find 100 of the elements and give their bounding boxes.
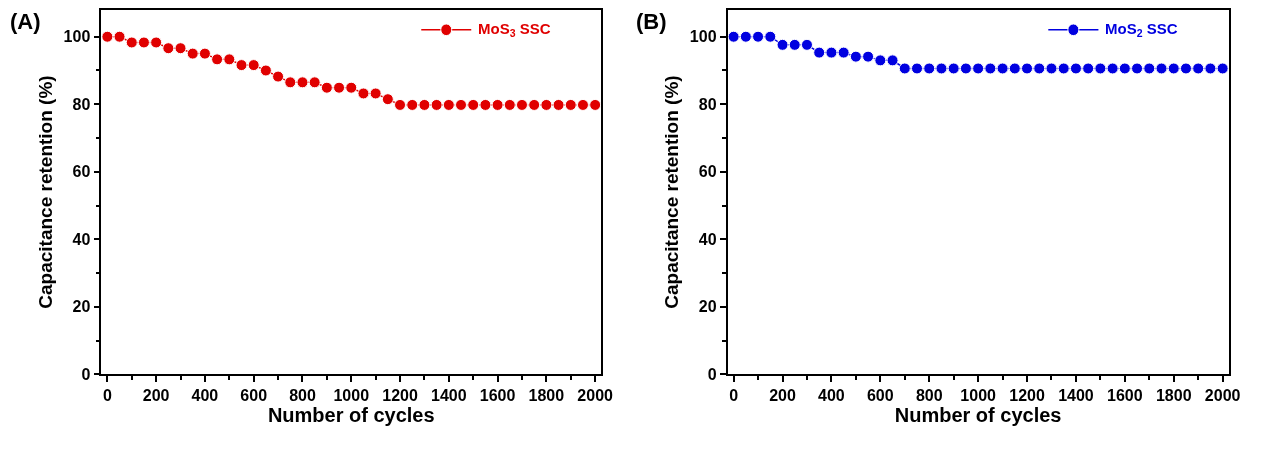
- x-tick-label: 600: [240, 387, 268, 405]
- point: [442, 98, 455, 111]
- point: [1118, 62, 1131, 75]
- y-tick-label: 100: [689, 28, 717, 46]
- x-tick-label: 800: [289, 387, 316, 405]
- point: [540, 98, 553, 111]
- point: [259, 64, 272, 77]
- point: [357, 87, 370, 100]
- point: [1106, 62, 1119, 75]
- x-tick-label: 1800: [528, 387, 565, 405]
- point: [479, 98, 492, 111]
- x-tick-label: 1000: [960, 387, 997, 405]
- point: [800, 38, 813, 51]
- point: [515, 98, 528, 111]
- point: [764, 30, 777, 43]
- point: [1021, 62, 1034, 75]
- x-tick-label: 1000: [333, 387, 370, 405]
- point: [503, 98, 516, 111]
- point: [369, 87, 382, 100]
- point: [739, 30, 752, 43]
- point: [576, 98, 589, 111]
- y-tick-label: 0: [81, 365, 91, 383]
- x-tick-label: 1600: [479, 387, 516, 405]
- y-axis-title: Capacitance retention (%): [661, 75, 683, 309]
- point: [752, 30, 765, 43]
- point: [491, 98, 504, 111]
- point: [1155, 62, 1168, 75]
- point: [150, 36, 163, 49]
- point: [211, 53, 224, 66]
- point: [552, 98, 565, 111]
- point: [776, 38, 789, 51]
- point: [418, 98, 431, 111]
- x-tick-label: 2000: [577, 387, 614, 405]
- point: [1033, 62, 1046, 75]
- x-tick-label: 1800: [1155, 387, 1192, 405]
- x-tick-label: 600: [866, 387, 894, 405]
- point: [923, 62, 936, 75]
- point: [186, 47, 199, 60]
- point: [284, 76, 297, 89]
- x-tick-label: 0: [102, 387, 112, 405]
- y-tick-label: 80: [698, 95, 717, 113]
- point: [430, 98, 443, 111]
- point: [455, 98, 468, 111]
- point: [1192, 62, 1205, 75]
- point: [1057, 62, 1070, 75]
- point: [1008, 62, 1021, 75]
- x-axis-title: Number of cycles: [894, 404, 1062, 427]
- x-tick-label: 1400: [431, 387, 467, 405]
- point: [862, 50, 875, 63]
- point: [1204, 62, 1217, 75]
- point: [137, 36, 150, 49]
- point: [1216, 62, 1229, 75]
- point: [825, 46, 838, 59]
- y-tick-label: 80: [72, 95, 91, 113]
- point: [911, 62, 923, 75]
- point: [125, 36, 138, 49]
- point: [467, 98, 480, 111]
- point: [1045, 62, 1058, 75]
- chart-title: (A): [10, 9, 41, 34]
- point: [959, 62, 972, 75]
- point: [381, 93, 394, 106]
- point: [272, 70, 285, 83]
- y-tick-label: 40: [698, 230, 717, 248]
- point: [947, 62, 960, 75]
- point: [935, 62, 948, 75]
- point: [564, 98, 577, 111]
- x-tick-label: 1200: [1009, 387, 1045, 405]
- point: [198, 47, 211, 60]
- point: [874, 54, 887, 67]
- point: [849, 50, 862, 63]
- point: [345, 81, 358, 94]
- point: [528, 98, 541, 111]
- y-tick-label: 0: [707, 365, 717, 383]
- point: [174, 42, 187, 55]
- point: [320, 81, 333, 94]
- x-tick-label: 400: [818, 387, 845, 405]
- x-tick-label: 1400: [1058, 387, 1094, 405]
- x-tick-label: 200: [142, 387, 170, 405]
- point: [1069, 62, 1082, 75]
- y-tick-label: 20: [72, 298, 91, 316]
- point: [235, 59, 248, 72]
- legend-label: MoS$_{3}$ SSC: [478, 20, 551, 40]
- point: [1143, 62, 1156, 75]
- point: [972, 62, 985, 75]
- point: [1179, 62, 1192, 75]
- x-tick-label: 1600: [1107, 387, 1143, 405]
- point: [898, 62, 911, 75]
- point: [1094, 62, 1107, 75]
- point: [223, 53, 236, 66]
- point: [788, 38, 801, 51]
- point: [1167, 62, 1180, 75]
- point: [394, 98, 407, 111]
- point: [162, 42, 175, 55]
- x-tick-label: 400: [191, 387, 219, 405]
- x-tick-label: 200: [769, 387, 796, 405]
- point: [1082, 62, 1095, 75]
- point: [113, 30, 126, 43]
- y-tick-label: 60: [72, 163, 91, 181]
- point: [296, 76, 309, 89]
- x-tick-label: 0: [729, 387, 739, 405]
